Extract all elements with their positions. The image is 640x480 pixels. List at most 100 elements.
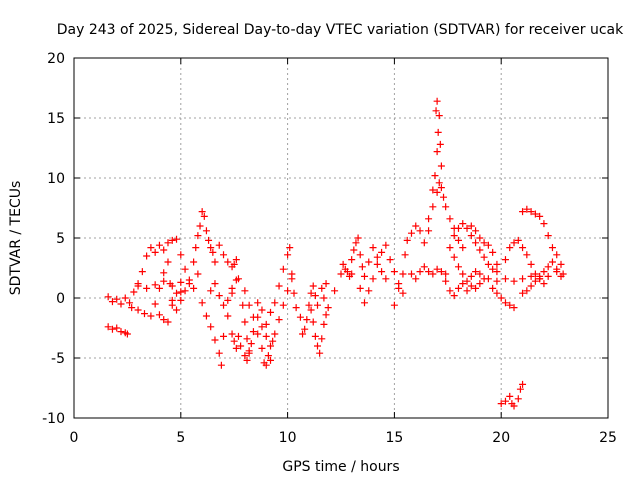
data-point	[454, 263, 462, 271]
data-point	[202, 227, 210, 235]
data-point	[493, 289, 501, 297]
data-point	[196, 222, 204, 230]
data-point	[267, 356, 275, 364]
data-point	[190, 284, 198, 292]
data-point	[514, 236, 522, 244]
data-point	[232, 256, 240, 264]
data-point	[311, 292, 319, 300]
data-point	[290, 289, 298, 297]
data-point	[121, 294, 129, 302]
data-point	[279, 301, 287, 309]
data-point	[433, 97, 441, 105]
data-points	[104, 97, 567, 410]
data-point	[303, 316, 311, 324]
y-tick-label: -5	[51, 351, 65, 367]
data-point	[365, 287, 373, 295]
data-point	[138, 268, 146, 276]
data-point	[147, 312, 155, 320]
data-point	[286, 244, 294, 252]
data-point	[164, 318, 172, 326]
data-point	[489, 248, 497, 256]
data-point	[211, 258, 219, 266]
data-point	[198, 208, 206, 216]
x-tick-label: 0	[70, 430, 79, 446]
x-tick-label: 20	[492, 430, 510, 446]
data-point	[425, 227, 433, 235]
data-point	[249, 313, 257, 321]
data-point	[126, 299, 134, 307]
data-point	[519, 289, 527, 297]
data-point	[527, 272, 535, 280]
data-point	[202, 312, 210, 320]
x-tick-label: 5	[176, 430, 185, 446]
data-point	[501, 397, 509, 405]
data-point	[401, 251, 409, 259]
x-axis-label: GPS time / hours	[282, 459, 399, 475]
data-point	[348, 270, 356, 278]
data-point	[354, 234, 362, 242]
data-point	[442, 277, 450, 285]
data-point	[232, 344, 240, 352]
x-tick-label: 10	[279, 430, 297, 446]
data-point	[356, 251, 364, 259]
data-point	[284, 287, 292, 295]
data-point	[531, 270, 539, 278]
data-point	[320, 320, 328, 328]
data-point	[472, 284, 480, 292]
data-point	[450, 292, 458, 300]
data-point	[288, 275, 296, 283]
data-point	[155, 284, 163, 292]
data-point	[412, 275, 420, 283]
y-axis-label: SDTVAR / TECUs	[8, 181, 24, 296]
data-point	[544, 232, 552, 240]
data-point	[254, 299, 262, 307]
data-point	[177, 296, 185, 304]
data-point	[420, 239, 428, 247]
data-point	[442, 270, 450, 278]
data-point	[527, 208, 535, 216]
data-point	[269, 337, 277, 345]
data-point	[435, 179, 443, 187]
data-point	[548, 258, 556, 266]
data-point	[318, 335, 326, 343]
data-point	[463, 287, 471, 295]
y-tick-label: 10	[47, 171, 65, 187]
data-point	[271, 299, 279, 307]
data-point	[258, 306, 266, 314]
data-point	[279, 265, 287, 273]
data-point	[557, 260, 565, 268]
data-point	[239, 301, 247, 309]
data-point	[164, 258, 172, 266]
data-point	[262, 320, 270, 328]
data-point	[220, 301, 228, 309]
data-point	[459, 244, 467, 252]
data-point	[467, 282, 475, 290]
data-point	[241, 352, 249, 360]
data-point	[324, 304, 332, 312]
data-point	[358, 263, 366, 271]
data-point	[254, 330, 262, 338]
data-point	[237, 342, 245, 350]
data-point	[519, 275, 527, 283]
data-point	[416, 227, 424, 235]
data-point	[476, 234, 484, 242]
data-point	[209, 248, 217, 256]
data-point	[527, 260, 535, 268]
data-point	[403, 236, 411, 244]
data-point	[194, 270, 202, 278]
y-tick-label: 15	[47, 111, 65, 127]
data-point	[113, 295, 121, 303]
data-point	[416, 268, 424, 276]
x-tick-label: 25	[599, 430, 617, 446]
data-point	[540, 220, 548, 228]
data-point	[540, 268, 548, 276]
data-point	[386, 256, 394, 264]
data-point	[211, 336, 219, 344]
data-point	[382, 241, 390, 249]
data-point	[177, 251, 185, 259]
data-point	[264, 352, 272, 360]
data-point	[224, 258, 232, 266]
data-point	[425, 268, 433, 276]
data-point	[108, 298, 116, 306]
data-point	[446, 244, 454, 252]
